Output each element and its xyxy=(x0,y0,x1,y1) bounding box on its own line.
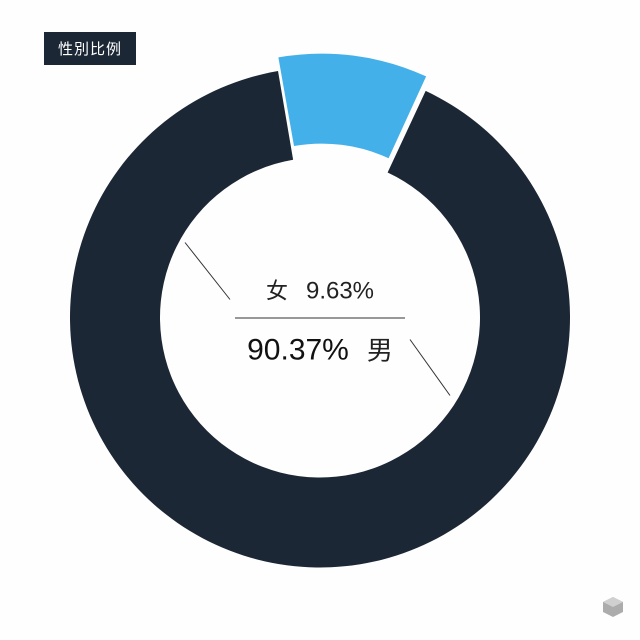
male-label: 男 xyxy=(367,330,393,367)
donut-chart: 女 9.63% 90.37% 男 xyxy=(20,18,620,623)
center-label-group: 女 9.63% 90.37% 男 xyxy=(190,273,450,367)
male-value: 90.37% xyxy=(247,333,349,367)
female-row: 女 9.63% xyxy=(190,273,450,317)
watermark-icon xyxy=(600,595,626,626)
male-row: 90.37% 男 xyxy=(190,318,450,367)
female-value: 9.63% xyxy=(306,277,374,305)
female-label: 女 xyxy=(266,273,288,305)
